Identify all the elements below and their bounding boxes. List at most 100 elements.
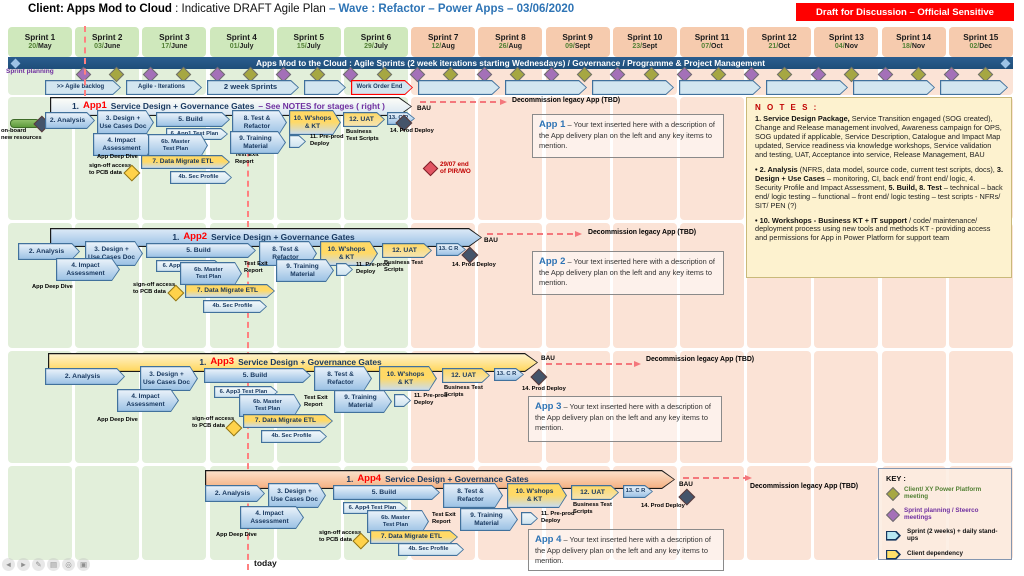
sprint-date-num: 23/ [632,42,643,50]
key-title: KEY : [886,474,906,483]
app2-description-text: – Your text inserted here with a descrip… [539,257,715,287]
backlog-chevron--agile-backlog-label: >> Agile backlog [46,81,120,94]
backlog-chevron-empty-3 [304,80,346,95]
sprint-date-month: Aug [441,42,455,50]
app4-build-chevron: 5. Build [333,485,440,500]
app3-wshops-chevron-label: 10. W'shops & KT [380,367,436,390]
app3-mastertp-chevron-label: 6b. Master Test Plan [240,395,300,416]
app1-description-box: App 1 – Your text inserted here with a d… [532,114,724,158]
notes-segment: 5. Build, 8. Test [888,182,942,192]
app1-onboard-label: on-board new resources [1,128,42,141]
app1-bau-label: BAU [417,105,431,112]
app4-secprof-chevron: 4b. Sec Profile [398,543,464,556]
app4-tnr-chevron: 8. Test & Refactor [443,483,503,508]
viewer-gallery-icon[interactable]: ▤ [47,558,60,571]
app2-training-chevron: 9. Training Material [276,259,334,282]
app2-arrow-part-0: 1. [172,231,180,242]
chevron-yellow-fill [887,550,899,559]
notes-segment: Service Transition engaged (SOG created)… [755,114,1002,159]
app2-service-design-arrow: 1. App2 Service Design + Governance Gates [50,228,482,247]
key-items: Client/ XY Power Platform meeting Sprint … [885,486,1004,560]
sprint-header: Sprint 5 15/July [276,27,341,57]
chevron-cyan-fill [887,531,899,540]
sprint-name: Sprint 3 [159,32,190,42]
app1-build-chevron-label: 5. Build [157,113,229,126]
app4-build-chevron-label: 5. Build [334,486,439,499]
viewer-previous-icon[interactable]: ◄ [2,558,15,571]
app2-bts-label: Business Test Scripts [384,260,423,273]
viewer-print-icon[interactable]: ▣ [77,558,90,571]
app4-bts-label: Business Test Scripts [573,502,612,515]
app4-cr-chevron-label: 13. C R [624,486,652,497]
app1-mastertp-chevron: 6b. Master Test Plan [148,134,208,157]
key-item-diamond-olive: Client/ XY Power Platform meeting [885,486,1004,501]
sprint-date-num: 29/ [364,42,374,50]
app3-impact-chevron-label: 4. Impact Assessment [118,390,178,411]
app2-smallchev-chevron-label [337,264,352,275]
app2-arrow-part-2: Service Design + Governance Gates [211,231,355,242]
app2-datamig-chevron-label: 7. Data Migrate ETL [186,285,274,297]
app3-arrow-part-1: App3 [210,356,235,368]
app4-training-chevron: 9. Training Material [460,508,518,531]
app3-analysis-chevron-label: 2. Analysis [46,369,124,384]
sprint-name: Sprint 2 [91,32,123,42]
sprint-column [142,466,207,560]
app2-datamig-chevron: 7. Data Migrate ETL [185,284,275,298]
app4-smallchev-chevron [521,512,538,525]
notes-segment: (NFRS, data model, source code, current … [797,164,997,174]
sprint-date: 18/Nov [902,43,925,52]
sprint-date: 23/Sept [632,43,657,52]
app3-testplan-chevron-label: 6. App3 Test Plan [215,387,277,397]
app1-uat-chevron-label: 12. UAT [344,113,384,126]
backlog-chevron-agile-iterations-label: Agile - Iterations [127,81,201,94]
app4-arrow-part-2: Service Design + Governance Gates [385,473,529,484]
today-marker-line [247,100,249,570]
app2-training-chevron-label: 9. Training Material [277,260,333,281]
sprint-date-num: 02/ [969,42,980,50]
app4-signoff-label: sign-off access to PCB data [319,530,362,543]
sprint-date: 01/July [230,43,254,52]
sprint-date-num: 04/ [834,42,845,50]
sprint-date-num: 18/ [902,42,912,50]
app4-datamig-chevron: 7. Data Migrate ETL [370,530,458,544]
app4-decom-label: Decommission legacy App (TBD) [750,483,859,490]
app4-testexit-label: Test Exit Report [432,512,456,525]
app4-appdeep-label: App Deep Dive [216,532,257,538]
key-item-chevron-cyan: Sprint (2 weeks) + daily stand-ups [886,528,1004,543]
viewer-next-icon[interactable]: ► [17,558,30,571]
app3-bau-label: BAU [541,355,555,362]
sprint-date-month: July [239,42,254,50]
sprint-date-month: June [171,42,188,50]
app3-tnr-chevron-label: 8. Test & Refactor [315,367,371,390]
sprint-name: Sprint 11 [694,32,730,42]
app1-tnr-chevron: 8. Test & Refactor [232,110,287,135]
notes-body: 1. Service Design Package, Service Trans… [755,114,1003,244]
viewer-zoom-icon[interactable]: ◎ [62,558,75,571]
backlog-chevron-2-week-sprints-label: 2 week Sprints [208,81,298,94]
key-item-label: Client dependency [907,550,963,558]
app4-description-text: – Your text inserted here with a descrip… [535,535,711,565]
app1-decom-label: Decommission legacy App (TBD) [512,97,621,104]
app2-build-chevron: 5. Build [146,243,256,258]
sprint-header: Sprint 12 21/Oct [747,27,812,57]
title-client: Client: Apps Mod to Cloud [28,3,172,15]
app4-wshops-chevron-label: 10. W'shops & KT [508,484,566,507]
app3-design-chevron: 3. Design + Use Cases Doc [140,366,198,391]
sprint-date: 07/Oct [701,43,722,52]
sprint-header: Sprint 6 29/July [344,27,408,57]
viewer-edit-icon[interactable]: ✎ [32,558,45,571]
app3-impact-chevron: 4. Impact Assessment [117,389,179,412]
app2-signoff-label: sign-off access to PCB data [133,282,176,295]
notes-paragraph-3: • 10. Workshops - Business KT + IT suppo… [755,216,1003,244]
app2-secprof-chevron: 4b. Sec Profile [203,300,267,313]
app3-uat-chevron-label: 12. UAT [443,369,489,382]
sprint-date-month: Sept [574,42,591,50]
backlog-chevron-empty-7-label [593,81,673,94]
sprint-date: 02/Dec [970,43,993,52]
sprint-header: Sprint 13 04/Nov [814,27,879,57]
sprint-date-month: Nov [911,42,926,50]
app1-wshops-chevron: 10. W'shops & KT [289,110,341,135]
app1-testexit-label: Test Exit Report [235,152,259,165]
key-legend: KEY : Client/ XY Power Platform meeting S… [878,468,1012,560]
sprint-header: Sprint 8 26/Aug [478,27,543,57]
